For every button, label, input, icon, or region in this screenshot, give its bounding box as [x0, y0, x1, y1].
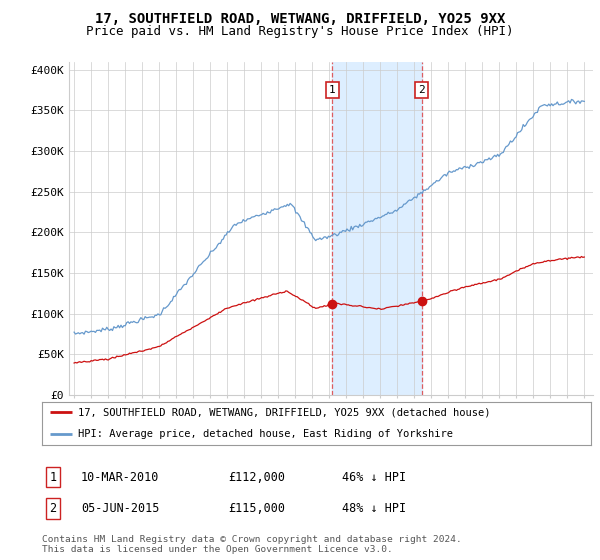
Text: 1: 1	[329, 85, 336, 95]
Text: 05-JUN-2015: 05-JUN-2015	[81, 502, 160, 515]
Text: 48% ↓ HPI: 48% ↓ HPI	[342, 502, 406, 515]
Text: 2: 2	[418, 85, 425, 95]
Text: Price paid vs. HM Land Registry's House Price Index (HPI): Price paid vs. HM Land Registry's House …	[86, 25, 514, 38]
Text: 10-MAR-2010: 10-MAR-2010	[81, 470, 160, 484]
Bar	[332, 62, 422, 395]
Text: Contains HM Land Registry data © Crown copyright and database right 2024.
This d: Contains HM Land Registry data © Crown c…	[42, 535, 462, 554]
Text: £115,000: £115,000	[228, 502, 285, 515]
Text: 17, SOUTHFIELD ROAD, WETWANG, DRIFFIELD, YO25 9XX: 17, SOUTHFIELD ROAD, WETWANG, DRIFFIELD,…	[95, 12, 505, 26]
Text: 46% ↓ HPI: 46% ↓ HPI	[342, 470, 406, 484]
Text: £112,000: £112,000	[228, 470, 285, 484]
Text: 1: 1	[49, 470, 56, 484]
Text: 17, SOUTHFIELD ROAD, WETWANG, DRIFFIELD, YO25 9XX (detached house): 17, SOUTHFIELD ROAD, WETWANG, DRIFFIELD,…	[77, 408, 490, 417]
Text: HPI: Average price, detached house, East Riding of Yorkshire: HPI: Average price, detached house, East…	[77, 430, 452, 439]
Text: 2: 2	[49, 502, 56, 515]
